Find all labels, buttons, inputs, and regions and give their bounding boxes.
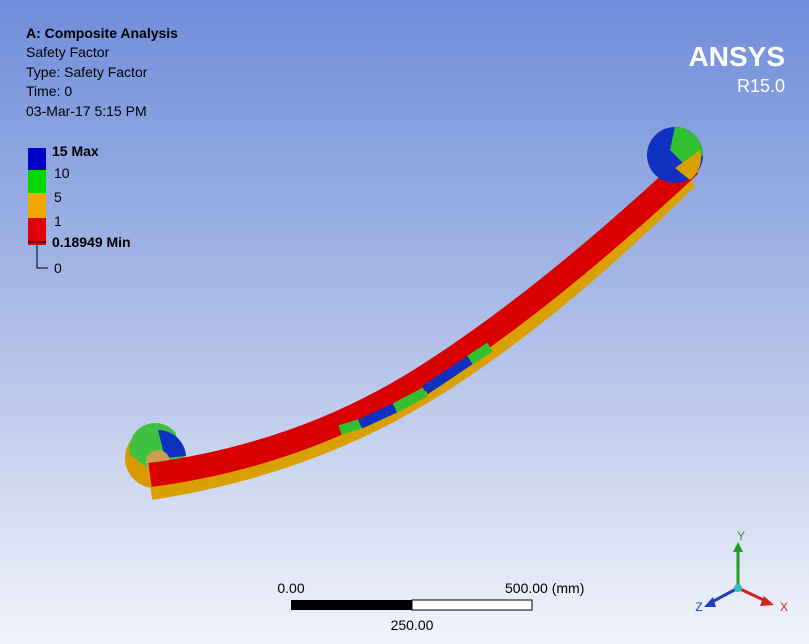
legend-swatch — [28, 193, 46, 218]
zone — [340, 424, 360, 430]
scale-white — [412, 600, 532, 610]
axis-label: X — [780, 600, 788, 614]
legend-label: 10 — [54, 165, 70, 181]
info-line: Type: Safety Factor — [26, 64, 148, 80]
info-line: 03-Mar-17 5:15 PM — [26, 103, 147, 119]
legend-label: 1 — [54, 213, 62, 229]
legend-label: 0.18949 Min — [52, 234, 131, 250]
title: A: Composite Analysis — [26, 25, 178, 41]
legend-swatch — [28, 170, 46, 193]
legend-swatch — [28, 148, 46, 170]
scale-label: 250.00 — [391, 617, 434, 633]
info-line: Time: 0 — [26, 83, 72, 99]
origin — [734, 584, 742, 592]
logo: ANSYS — [689, 41, 785, 72]
scale-label: 500.00 (mm) — [505, 580, 584, 596]
scale-black — [291, 600, 412, 610]
legend-label: 15 Max — [52, 143, 99, 159]
legend-label: 0 — [54, 260, 62, 276]
legend-label: 5 — [54, 189, 62, 205]
info-line: Safety Factor — [26, 44, 110, 60]
axis-label: Z — [695, 600, 702, 614]
axis-label: Y — [737, 529, 745, 543]
viewport: A: Composite Analysis Safety Factor Type… — [0, 0, 809, 644]
logo-version: R15.0 — [737, 76, 785, 96]
legend-swatch — [28, 218, 46, 245]
scale-label: 0.00 — [277, 580, 304, 596]
background — [0, 0, 809, 644]
